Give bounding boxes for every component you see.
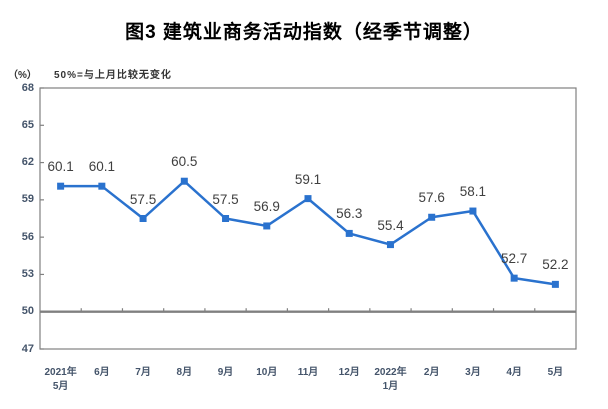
data-label: 60.1 [47,159,74,175]
data-point-marker [222,215,230,222]
y-axis-unit-label: （%） [8,70,37,81]
data-label: 59.1 [294,171,322,187]
data-point-marker [180,177,188,185]
x-tick-label: 4月 [506,367,522,378]
data-point-marker [551,280,559,288]
data-label: 52.2 [542,257,569,273]
data-label: 56.3 [336,206,363,222]
data-label: 56.9 [253,198,280,214]
data-label: 55.4 [377,217,404,233]
data-label: 52.7 [501,251,528,267]
data-point-marker [304,195,312,203]
baseline-note: 50%=与上月比较无变化 [54,70,172,81]
data-label: 57.5 [212,191,239,207]
data-label: 58.1 [459,184,487,200]
x-tick-label: 11月 [297,367,319,378]
data-point-marker [428,213,436,221]
x-tick-label: 9月 [217,367,234,378]
y-tick-label: 50 [21,305,34,318]
data-point-marker [263,222,271,230]
y-tick-label: 56 [21,230,34,243]
data-label: 60.1 [88,159,115,175]
data-label: 57.5 [129,191,157,207]
data-point-marker [98,182,106,190]
data-point-marker [469,207,477,215]
data-point-marker [139,215,147,222]
data-point-marker [345,229,353,237]
plot-frame [39,87,577,350]
x-tick-label: 2022年 1月 [374,367,407,392]
y-tick-label: 53 [21,267,34,280]
x-tick-label: 7月 [135,367,151,378]
data-label: 60.5 [171,154,198,170]
x-tick-label: 3月 [465,367,481,378]
y-tick-label: 62 [21,156,34,169]
x-tick-label: 2021年 5月 [44,367,77,392]
x-tick-label: 2月 [423,367,440,378]
x-tick-label: 10月 [256,367,278,378]
data-point-marker [386,241,394,249]
x-tick-label: 5月 [547,367,564,378]
data-label: 57.6 [418,190,445,206]
y-tick-label: 47 [21,342,34,355]
x-tick-label: 8月 [176,367,193,378]
y-tick-label: 59 [21,193,34,206]
data-point-marker [510,274,518,282]
x-tick-label: 6月 [94,367,110,378]
data-point-marker [57,182,65,190]
x-tick-label: 12月 [338,367,360,378]
y-tick-label: 68 [21,81,34,94]
chart-title: 图3 建筑业商务活动指数（经季节调整） [125,22,483,43]
y-tick-label: 65 [21,118,34,131]
